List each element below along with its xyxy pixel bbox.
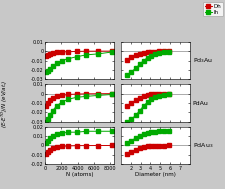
Y-axis label: Pd$_3$Au: Pd$_3$Au	[192, 56, 212, 65]
Y-axis label: PdAu: PdAu	[192, 101, 208, 105]
Y-axis label: PdAu$_3$: PdAu$_3$	[192, 141, 212, 150]
X-axis label: Diameter (nm): Diameter (nm)	[134, 172, 175, 177]
X-axis label: N (atoms): N (atoms)	[66, 172, 93, 177]
Legend: Dh, Ih: Dh, Ih	[202, 2, 222, 16]
Text: (E-E$^{TO}$)/N (eV/at.): (E-E$^{TO}$)/N (eV/at.)	[0, 80, 10, 128]
